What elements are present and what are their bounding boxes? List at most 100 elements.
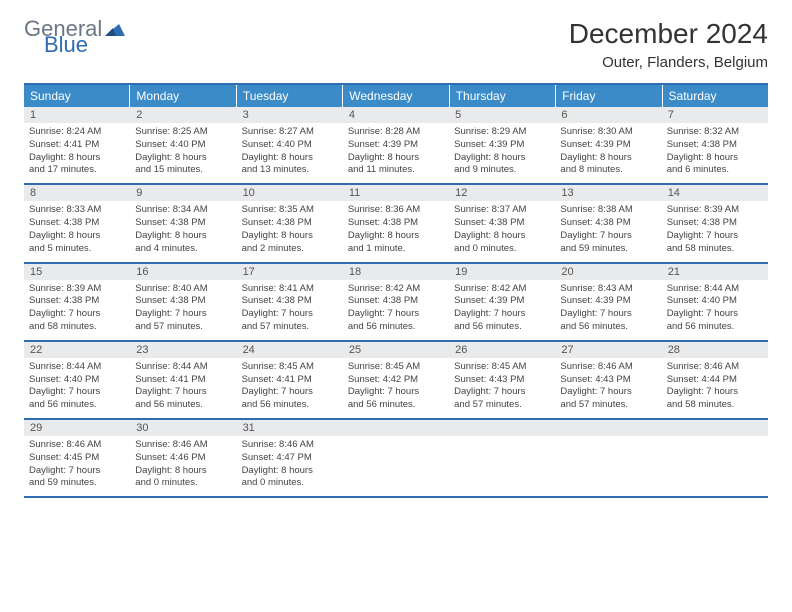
daylight-text: Daylight: 8 hours: [667, 152, 763, 165]
day-info: Sunrise: 8:34 AMSunset: 4:38 PMDaylight:…: [130, 201, 236, 261]
day-cell: [555, 420, 661, 496]
daylight-text: and 1 minute.: [348, 243, 444, 256]
day-cell: 6Sunrise: 8:30 AMSunset: 4:39 PMDaylight…: [555, 107, 661, 183]
sunrise-text: Sunrise: 8:38 AM: [560, 204, 656, 217]
day-number: [449, 420, 555, 436]
day-cell: 1Sunrise: 8:24 AMSunset: 4:41 PMDaylight…: [24, 107, 130, 183]
sunrise-text: Sunrise: 8:30 AM: [560, 126, 656, 139]
daylight-text: and 56 minutes.: [29, 399, 125, 412]
sunrise-text: Sunrise: 8:41 AM: [242, 283, 338, 296]
day-cell: 5Sunrise: 8:29 AMSunset: 4:39 PMDaylight…: [449, 107, 555, 183]
day-cell: [662, 420, 768, 496]
day-number: 23: [130, 342, 236, 358]
day-cell: 18Sunrise: 8:42 AMSunset: 4:38 PMDayligh…: [343, 264, 449, 340]
sunrise-text: Sunrise: 8:33 AM: [29, 204, 125, 217]
daylight-text: and 4 minutes.: [135, 243, 231, 256]
daylight-text: and 57 minutes.: [560, 399, 656, 412]
title-block: December 2024 Outer, Flanders, Belgium: [569, 18, 768, 71]
page-title: December 2024: [569, 18, 768, 50]
daylight-text: and 0 minutes.: [242, 477, 338, 490]
daylight-text: Daylight: 8 hours: [242, 465, 338, 478]
daylight-text: and 59 minutes.: [29, 477, 125, 490]
day-info: Sunrise: 8:39 AMSunset: 4:38 PMDaylight:…: [662, 201, 768, 261]
daylight-text: Daylight: 8 hours: [454, 230, 550, 243]
week-row: 8Sunrise: 8:33 AMSunset: 4:38 PMDaylight…: [24, 185, 768, 263]
daylight-text: Daylight: 7 hours: [242, 308, 338, 321]
sunset-text: Sunset: 4:41 PM: [242, 374, 338, 387]
sunset-text: Sunset: 4:38 PM: [135, 217, 231, 230]
day-number: 30: [130, 420, 236, 436]
daylight-text: Daylight: 7 hours: [667, 230, 763, 243]
sunset-text: Sunset: 4:45 PM: [29, 452, 125, 465]
daylight-text: Daylight: 8 hours: [29, 230, 125, 243]
sunrise-text: [454, 439, 550, 452]
daylight-text: and 56 minutes.: [242, 399, 338, 412]
day-number: [555, 420, 661, 436]
day-number: 14: [662, 185, 768, 201]
day-cell: 27Sunrise: 8:46 AMSunset: 4:43 PMDayligh…: [555, 342, 661, 418]
sunrise-text: Sunrise: 8:37 AM: [454, 204, 550, 217]
day-number: 29: [24, 420, 130, 436]
day-info: Sunrise: 8:45 AMSunset: 4:43 PMDaylight:…: [449, 358, 555, 418]
daylight-text: and 2 minutes.: [242, 243, 338, 256]
sunset-text: [454, 452, 550, 465]
sunrise-text: Sunrise: 8:29 AM: [454, 126, 550, 139]
day-number: 11: [343, 185, 449, 201]
daylight-text: [454, 477, 550, 490]
sunset-text: Sunset: 4:41 PM: [135, 374, 231, 387]
daylight-text: Daylight: 7 hours: [454, 308, 550, 321]
day-cell: 2Sunrise: 8:25 AMSunset: 4:40 PMDaylight…: [130, 107, 236, 183]
day-info: [555, 436, 661, 496]
sunset-text: Sunset: 4:40 PM: [242, 139, 338, 152]
daylight-text: and 11 minutes.: [348, 164, 444, 177]
week-row: 1Sunrise: 8:24 AMSunset: 4:41 PMDaylight…: [24, 107, 768, 185]
day-number: 7: [662, 107, 768, 123]
day-number: 5: [449, 107, 555, 123]
daylight-text: Daylight: 7 hours: [667, 386, 763, 399]
sunset-text: Sunset: 4:40 PM: [29, 374, 125, 387]
day-header: Friday: [556, 85, 662, 107]
day-info: Sunrise: 8:46 AMSunset: 4:46 PMDaylight:…: [130, 436, 236, 496]
daylight-text: Daylight: 7 hours: [560, 386, 656, 399]
day-info: Sunrise: 8:33 AMSunset: 4:38 PMDaylight:…: [24, 201, 130, 261]
day-info: Sunrise: 8:30 AMSunset: 4:39 PMDaylight:…: [555, 123, 661, 183]
daylight-text: Daylight: 7 hours: [242, 386, 338, 399]
daylight-text: and 56 minutes.: [454, 321, 550, 334]
daylight-text: Daylight: 8 hours: [135, 152, 231, 165]
day-info: [662, 436, 768, 496]
sunset-text: [560, 452, 656, 465]
day-number: 16: [130, 264, 236, 280]
sunrise-text: Sunrise: 8:46 AM: [29, 439, 125, 452]
day-cell: 29 Sunrise: 8:46 AMSunset: 4:45 PMDayligh…: [24, 420, 130, 496]
daylight-text: [348, 465, 444, 478]
daylight-text: and 57 minutes.: [242, 321, 338, 334]
sunrise-text: Sunrise: 8:35 AM: [242, 204, 338, 217]
sunset-text: Sunset: 4:40 PM: [135, 139, 231, 152]
logo: General Blue: [24, 18, 125, 56]
day-cell: 16Sunrise: 8:40 AMSunset: 4:38 PMDayligh…: [130, 264, 236, 340]
day-number: 31: [237, 420, 343, 436]
sunrise-text: [348, 439, 444, 452]
sunrise-text: Sunrise: 8:24 AM: [29, 126, 125, 139]
daylight-text: Daylight: 7 hours: [560, 308, 656, 321]
day-cell: [343, 420, 449, 496]
daylight-text: and 5 minutes.: [29, 243, 125, 256]
daylight-text: Daylight: 7 hours: [560, 230, 656, 243]
sunset-text: Sunset: 4:38 PM: [242, 217, 338, 230]
sunset-text: Sunset: 4:39 PM: [454, 295, 550, 308]
sunrise-text: Sunrise: 8:44 AM: [135, 361, 231, 374]
sunset-text: Sunset: 4:38 PM: [242, 295, 338, 308]
sunrise-text: Sunrise: 8:39 AM: [667, 204, 763, 217]
daylight-text: Daylight: 8 hours: [135, 465, 231, 478]
day-info: Sunrise: 8:37 AMSunset: 4:38 PMDaylight:…: [449, 201, 555, 261]
day-number: 19: [449, 264, 555, 280]
day-info: Sunrise: 8:46 AMSunset: 4:44 PMDaylight:…: [662, 358, 768, 418]
day-cell: 7Sunrise: 8:32 AMSunset: 4:38 PMDaylight…: [662, 107, 768, 183]
day-number: 13: [555, 185, 661, 201]
sunrise-text: Sunrise: 8:44 AM: [667, 283, 763, 296]
sunrise-text: Sunrise: 8:42 AM: [454, 283, 550, 296]
day-number: 28: [662, 342, 768, 358]
daylight-text: Daylight: 7 hours: [29, 308, 125, 321]
daylight-text: and 56 minutes.: [135, 399, 231, 412]
daylight-text: Daylight: 7 hours: [29, 465, 125, 478]
